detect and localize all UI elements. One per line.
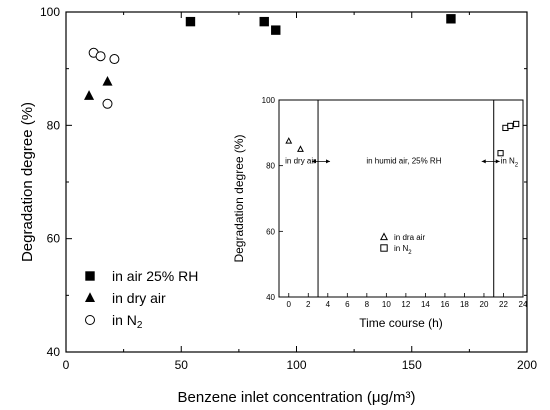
- inset-x-tick-label: 0: [287, 300, 292, 309]
- inset-data-point: [297, 145, 304, 152]
- inset-annotation-n2-base: in N: [501, 157, 515, 166]
- inset-x-tick-label: 16: [440, 300, 449, 309]
- inset-x-tick-label: 10: [382, 300, 391, 309]
- inset-data-point: [497, 150, 504, 157]
- main-legend-marker: [85, 271, 95, 281]
- inset-x-tick-label: 4: [326, 300, 331, 309]
- inset-data-point: [507, 122, 514, 130]
- inset-x-axis-label: Time course (h): [359, 316, 443, 330]
- main-x-tick-label: 0: [63, 358, 70, 372]
- inset-arrow-dry-humid-head-right: [326, 159, 331, 164]
- inset-legend-label: in N2: [394, 244, 412, 256]
- main-legend-label: in N2: [112, 312, 143, 331]
- inset-arrow-humid-n2-head-left: [481, 159, 486, 164]
- inset-x-tick-label: 22: [499, 300, 508, 309]
- main-x-tick-label: 150: [402, 358, 422, 372]
- main-legend-label-base: in N: [112, 312, 137, 328]
- inset-arrow-dry-humid-head-left: [312, 159, 317, 164]
- inset-y-tick-label: 80: [266, 162, 275, 171]
- inset-x-tick-label: 14: [421, 300, 430, 309]
- inset-x-tick-label: 8: [365, 300, 370, 309]
- inset-y-tick-label: 40: [266, 293, 275, 302]
- inset-y-tick-label: 60: [266, 227, 275, 236]
- main-legend-label: in air 25% RH: [112, 268, 198, 284]
- inset-legend-marker: [379, 232, 389, 241]
- inset-annotation-dry: in dry air: [285, 157, 316, 166]
- inset-x-tick-label: 20: [480, 300, 489, 309]
- main-data-point: [185, 16, 196, 27]
- inset-annotation-humid: in humid air, 25% RH: [366, 157, 441, 166]
- main-x-tick-label: 200: [517, 358, 537, 372]
- inset-annotation-n2: in N2: [501, 157, 519, 169]
- main-x-axis-label: Benzene inlet concentration (μg/m³): [178, 389, 416, 406]
- main-y-tick-label: 80: [47, 118, 61, 132]
- inset-arrow-humid-n2-head-right: [495, 159, 500, 164]
- inset-x-tick-label: 24: [519, 300, 528, 309]
- main-y-tick-label: 40: [47, 345, 61, 359]
- inset-x-tick-label: 6: [345, 300, 350, 309]
- main-data-point: [84, 90, 95, 100]
- main-y-axis-label: Degradation degree (%): [19, 102, 36, 262]
- main-x-tick-label: 50: [175, 358, 189, 372]
- inset-annotation-n2-sub: 2: [515, 163, 519, 169]
- inset-x-tick-label: 2: [306, 300, 311, 309]
- inset-legend-label-base: in N: [394, 244, 408, 253]
- inset-data-point: [513, 120, 520, 128]
- main-data-point: [446, 14, 456, 24]
- main-data-point: [102, 98, 113, 109]
- main-y-tick-label: 100: [40, 5, 60, 19]
- inset-legend-label: in dra air: [394, 233, 425, 242]
- inset-legend-label-sub: 2: [408, 250, 412, 256]
- inset-y-axis-label: Degradation degree (%): [232, 134, 246, 262]
- main-data-point: [259, 16, 269, 27]
- inset-x-tick-label: 12: [401, 300, 410, 309]
- inset-data-point: [285, 137, 293, 144]
- inset-plot-frame: [278, 99, 524, 298]
- main-data-point: [109, 54, 120, 65]
- main-legend-marker: [85, 315, 95, 325]
- main-data-point: [95, 51, 106, 62]
- main-x-tick-label: 100: [286, 358, 306, 372]
- main-legend-marker: [84, 292, 96, 302]
- main-legend-label: in dry air: [112, 290, 166, 306]
- inset-x-tick-label: 18: [460, 300, 469, 309]
- inset-legend-marker: [380, 244, 388, 252]
- main-data-point: [271, 25, 281, 35]
- main-data-point: [102, 75, 113, 86]
- main-y-tick-label: 60: [47, 232, 61, 246]
- inset-y-tick-label: 100: [262, 96, 276, 105]
- main-legend-label-sub: 2: [137, 320, 143, 331]
